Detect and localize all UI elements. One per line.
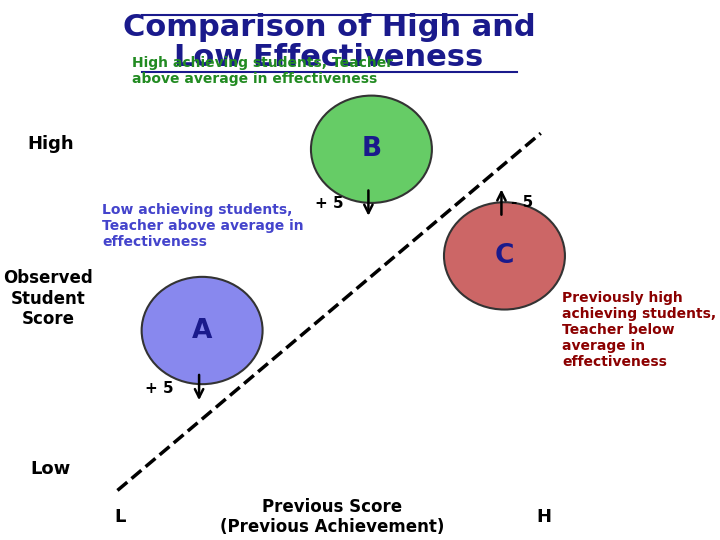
Text: + 5: + 5: [315, 196, 343, 211]
Ellipse shape: [311, 96, 432, 203]
Ellipse shape: [444, 202, 565, 309]
Text: High: High: [27, 135, 74, 153]
Text: Low achieving students,
Teacher above average in
effectiveness: Low achieving students, Teacher above av…: [102, 202, 304, 249]
Text: Previous Score
(Previous Achievement): Previous Score (Previous Achievement): [220, 498, 444, 536]
Ellipse shape: [142, 277, 263, 384]
Text: Observed
Student
Score: Observed Student Score: [3, 269, 93, 328]
Text: - 5: - 5: [511, 195, 534, 210]
Text: L: L: [114, 508, 126, 526]
Text: B: B: [361, 136, 382, 162]
Text: Previously high
achieving students,
Teacher below
average in
effectiveness: Previously high achieving students, Teac…: [562, 291, 716, 369]
Text: A: A: [192, 318, 212, 343]
Text: + 5: + 5: [145, 381, 174, 396]
Text: H: H: [536, 508, 552, 526]
Text: High achieving students, Teacher
above average in effectiveness: High achieving students, Teacher above a…: [132, 56, 393, 86]
Text: Low: Low: [31, 460, 71, 478]
Text: C: C: [495, 243, 514, 269]
Text: Comparison of High and: Comparison of High and: [123, 14, 536, 42]
Text: Low Effectiveness: Low Effectiveness: [174, 43, 484, 72]
